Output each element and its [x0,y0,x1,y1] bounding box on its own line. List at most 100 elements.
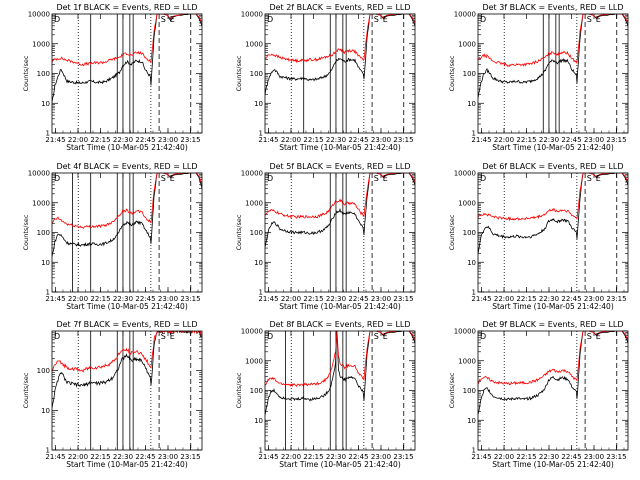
y-tick-label: 10000 [241,328,263,336]
x-tick-label: 21:45 [258,136,278,144]
y-tick-label: 1000 [32,199,50,207]
y-tick-label: 10000 [28,11,50,19]
chart-title: Det 9f BLACK = Events, RED = LLD [482,320,623,329]
y-tick-label: 1000 [458,199,476,207]
x-tick-label: 22:15 [303,295,323,303]
x-tick-label: 23:00 [158,453,178,461]
corner-label: D [480,174,486,183]
y-tick-label: 1000 [458,40,476,48]
marker-lines [503,173,618,292]
x-tick-label: 22:00 [494,136,514,144]
x-tick-label: 23:00 [371,295,391,303]
x-tick-label: 23:15 [606,136,626,144]
series-line-events [265,173,415,248]
y-tick-label: 10 [254,417,263,425]
y-tick-label: 100 [37,367,50,375]
y-tick-label: 100 [463,387,476,395]
x-tick-label: 22:00 [68,453,88,461]
series-line-lld [478,331,628,386]
marker-lines [77,14,192,133]
series-line-events [265,14,415,96]
plot-frame [477,13,629,134]
chart-panel: Det 5f BLACK = Events, RED = LLD 1 10 100 10… [235,162,416,311]
marker-lines [285,331,405,450]
x-tick-label: 21:45 [258,295,278,303]
x-tick-label: 23:00 [371,136,391,144]
corner-label: S [374,174,379,183]
plot-frame [51,13,203,134]
y-tick-label: 100 [250,229,263,237]
x-tick-label: 22:30 [113,295,133,303]
y-tick-label: 1 [472,289,476,297]
x-tick-label: 22:15 [90,453,110,461]
y-tick-label: 1 [259,289,263,297]
y-axis-label: Counts/sec [22,372,30,408]
x-axis-label: Start Time (10-Mar-05 21:42:40) [279,460,401,469]
y-tick-label: 10 [41,100,50,108]
corner-label: D [267,174,273,183]
x-tick-label: 22:00 [494,295,514,303]
x-axis-label: Start Time (10-Mar-05 21:42:40) [66,302,188,311]
marker-lines [72,173,192,292]
y-tick-label: 1 [259,447,263,455]
x-tick-label: 21:45 [45,295,65,303]
series-line-events [478,14,628,99]
corner-label: D [267,332,273,341]
x-tick-label: 21:45 [471,295,491,303]
y-tick-label: 1 [46,447,50,455]
corner-label: S [161,332,166,341]
series-lines [265,14,415,96]
series-line-events [52,173,202,257]
x-tick-label: 23:15 [393,136,413,144]
y-tick-label: 10 [41,407,50,415]
corner-label: E [170,332,175,341]
y-tick-label: 10000 [454,328,476,336]
x-tick-label: 22:45 [561,136,581,144]
corner-label: S [161,174,166,183]
x-tick-label: 22:00 [281,136,301,144]
chart-panel: Det 1f BLACK = Events, RED = LLD 1 10 100 10… [22,3,203,152]
x-axis-label: Start Time (10-Mar-05 21:42:40) [66,143,188,152]
y-tick-label: 1 [472,130,476,138]
y-tick-label: 10 [467,259,476,267]
x-tick-label: 22:45 [348,295,368,303]
corner-label: D [480,332,486,341]
y-tick-label: 10 [467,100,476,108]
corner-label: S [587,174,592,183]
series-line-lld [265,331,415,388]
y-tick-label: 10000 [241,170,263,178]
corner-label: D [54,332,60,341]
series-lines [478,14,628,99]
x-tick-label: 23:00 [584,295,604,303]
x-tick-label: 22:45 [561,295,581,303]
series-line-lld [265,173,415,219]
corner-label: S [587,332,592,341]
y-tick-label: 10 [467,417,476,425]
y-tick-label: 100 [463,229,476,237]
chart-panel: Det 3f BLACK = Events, RED = LLD 1 10 100 10… [448,3,629,152]
x-tick-label: 22:00 [68,136,88,144]
corner-label: E [596,15,601,24]
x-tick-label: 22:45 [135,453,155,461]
y-tick-label: 1000 [245,40,263,48]
chart-title: Det 3f BLACK = Events, RED = LLD [482,3,623,12]
x-tick-label: 22:15 [516,453,536,461]
y-tick-label: 1 [259,130,263,138]
marker-lines [503,331,618,450]
corner-label: E [383,174,388,183]
chart-panel: Det 4f BLACK = Events, RED = LLD 1 10 100 10… [22,162,203,311]
x-tick-label: 22:15 [303,453,323,461]
marker-lines [290,173,405,292]
x-tick-label: 22:15 [303,136,323,144]
series-lines [478,331,628,415]
x-tick-label: 22:45 [561,453,581,461]
y-tick-label: 100 [463,70,476,78]
chart-panel: Det 6f BLACK = Events, RED = LLD 1 10 100 10… [448,162,629,311]
x-tick-label: 23:15 [180,453,200,461]
chart-panel: Det 9f BLACK = Events, RED = LLD 1 10 100 10… [448,320,629,469]
chart-title: Det 2f BLACK = Events, RED = LLD [269,3,410,12]
series-line-events [478,173,628,255]
x-tick-label: 21:45 [45,453,65,461]
y-tick-label: 10 [41,259,50,267]
